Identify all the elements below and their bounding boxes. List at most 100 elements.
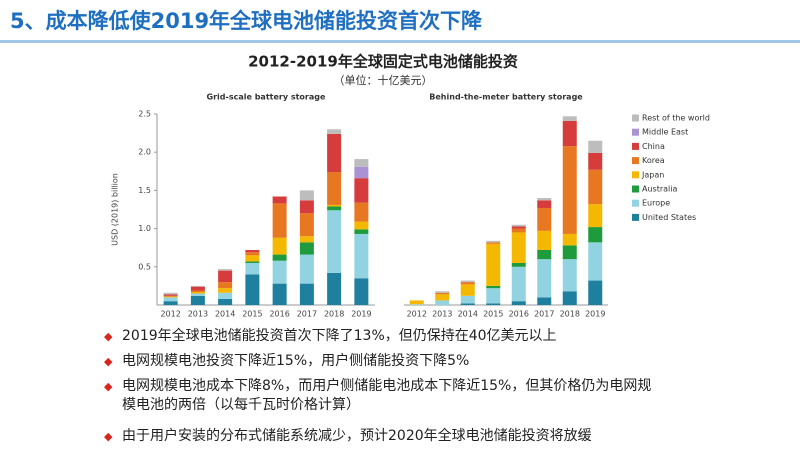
chart-title: Grid-scale battery storage [207, 93, 326, 102]
bar-segment [537, 297, 552, 305]
bar-segment [245, 255, 260, 262]
bar-segment [511, 224, 526, 227]
bar-segment [354, 178, 369, 203]
bar-segment [460, 280, 475, 283]
bullet: ◆ 2019年全球电池储能投资首次下降了13%，但仍保持在40亿美元以上 [104, 327, 664, 346]
legend-swatch [632, 185, 639, 193]
bar-segment [299, 190, 314, 201]
x-tick-label: 2012 [407, 310, 427, 319]
bar-segment [218, 298, 233, 305]
bar-segment [245, 274, 260, 305]
bar-segment [327, 133, 342, 173]
bar-segment [511, 228, 526, 233]
bar-segment [486, 285, 501, 289]
x-tick-label: 2019 [351, 310, 371, 319]
bullet-text: 电网规模电池成本下降8%，而用户侧储能电池成本下降近15%，但其价格仍为电网规模… [122, 378, 652, 413]
bar-segment [460, 284, 475, 296]
bar-segment [409, 300, 424, 305]
bar-segment [588, 227, 603, 243]
legend-swatch [632, 142, 639, 150]
legend-swatch [632, 157, 639, 165]
bar-segment [588, 169, 603, 205]
x-tick-label: 2015 [483, 310, 503, 319]
bar-segment [486, 240, 501, 243]
y-tick-label: 1.5 [138, 186, 151, 195]
bar-segment [299, 213, 314, 237]
bar-segment [218, 292, 233, 299]
legend-label: United States [642, 213, 696, 222]
y-tick-label: 2.5 [138, 110, 151, 119]
legend-label: Rest of the world [642, 114, 710, 123]
bar-segment [190, 285, 205, 287]
bar-segment [299, 242, 314, 255]
bullet: ◆ 由于用户安装的分布式储能系统减少，预计2020年全球电池储能投资将放缓 [104, 427, 664, 446]
bar-segment [537, 249, 552, 260]
bar-segment [435, 294, 450, 301]
x-tick-label: 2013 [188, 310, 208, 319]
bar-segment [537, 198, 552, 201]
bar-segment [218, 269, 233, 271]
bar-segment [218, 288, 233, 293]
bar-segment [409, 304, 424, 305]
y-tick-label: 2.0 [138, 148, 151, 157]
bar-segment [435, 300, 450, 305]
bar-segment [537, 200, 552, 208]
bar-segment [272, 254, 287, 261]
bar-segment [460, 282, 475, 285]
figure-title: 2012-2019年全球固定式电池储能投资 [248, 53, 518, 71]
bar-segment [163, 297, 178, 302]
x-tick-label: 2018 [560, 310, 580, 319]
header-rule [0, 40, 800, 43]
bar-segment [299, 236, 314, 243]
y-tick-label: 0.5 [138, 262, 151, 271]
x-tick-label: 2013 [432, 310, 452, 319]
bullet-marker: ◆ [104, 330, 113, 343]
bar-segment [511, 226, 526, 229]
y-tick-label: 1.0 [138, 224, 151, 233]
bar-segment [486, 288, 501, 304]
bar-segment [163, 296, 178, 298]
bullet: ◆ 电网规模电池成本下降8%，而用户侧储能电池成本下降近15%，但其价格仍为电网规… [104, 377, 664, 415]
bar-segment [272, 260, 287, 284]
x-tick-label: 2019 [585, 310, 605, 319]
bar-segment [435, 291, 450, 293]
x-tick-label: 2015 [242, 310, 262, 319]
bar-segment [511, 262, 526, 267]
bar-segment [272, 237, 287, 255]
bar-segment [163, 301, 178, 305]
bar-segment [588, 242, 603, 281]
bar-segment [245, 249, 260, 253]
bar-segment [354, 278, 369, 305]
bar-segment [190, 290, 205, 293]
bar-segment [562, 245, 577, 260]
bar-segment [562, 116, 577, 121]
x-tick-label: 2016 [509, 310, 529, 319]
figure-subtitle: （单位：十亿美元） [334, 73, 433, 87]
bar-segment [327, 204, 342, 207]
legend-label: Korea [642, 156, 665, 165]
bar-segment [190, 295, 205, 305]
bar-segment [562, 146, 577, 234]
bar-segment [562, 291, 577, 305]
legend-swatch [632, 171, 639, 179]
bar-segment [218, 282, 233, 289]
bullet-text: 电网规模电池投资下降近15%，用户侧储能投资下降5% [122, 353, 470, 369]
x-tick-label: 2017 [534, 310, 554, 319]
bar-segment [327, 210, 342, 273]
x-tick-label: 2016 [269, 310, 289, 319]
bar-segment [562, 120, 577, 147]
bar-segment [245, 252, 260, 256]
bar-segment [354, 166, 369, 179]
bar-segment [537, 259, 552, 298]
bar-segment [588, 152, 603, 170]
bar-segment [537, 230, 552, 250]
bar-segment [354, 159, 369, 167]
bar-segment [272, 283, 287, 305]
bar-segment [272, 196, 287, 204]
bar-segment [511, 266, 526, 302]
legend-label: Japan [641, 170, 664, 179]
bullet-marker: ◆ [104, 380, 113, 393]
bar-segment [460, 295, 475, 304]
